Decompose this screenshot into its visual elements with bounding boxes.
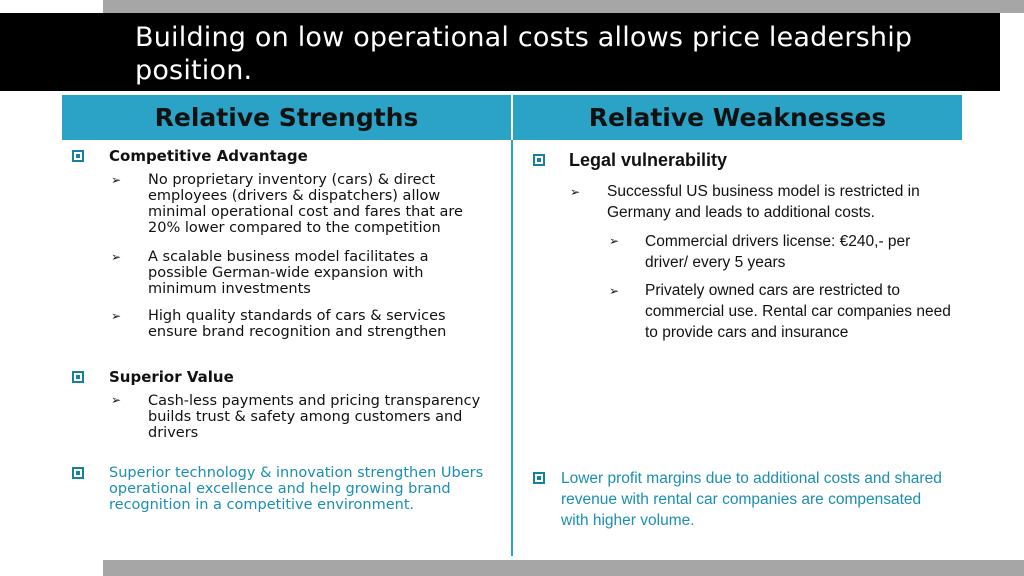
strength-heading-superior-value: Superior Value <box>109 368 234 386</box>
slide-title: Building on low operational costs allows… <box>135 22 913 86</box>
strength-item: Cash-less payments and pricing transpare… <box>148 393 481 441</box>
arrow-bullet-icon: ➢ <box>609 234 620 248</box>
title-box <box>0 13 1000 91</box>
arrow-bullet-icon: ➢ <box>111 250 122 264</box>
header-relative-strengths: Relative Strengths <box>62 95 511 140</box>
top-bar <box>103 0 1024 13</box>
weakness-sub-item: Privately owned cars are restricted to c… <box>645 282 951 341</box>
square-bullet-icon <box>533 154 545 166</box>
weakness-sub-item: Commercial drivers license: €240,- per d… <box>645 233 911 271</box>
bottom-bar <box>103 560 1024 576</box>
arrow-bullet-icon: ➢ <box>111 309 122 323</box>
square-bullet-icon <box>72 467 84 479</box>
header-relative-weaknesses: Relative Weaknesses <box>513 95 962 140</box>
column-divider <box>511 140 513 556</box>
square-bullet-icon <box>533 472 545 484</box>
arrow-bullet-icon: ➢ <box>111 393 122 407</box>
strength-heading-competitive-advantage: Competitive Advantage <box>109 147 308 165</box>
strength-item: A scalable business model facilitates a … <box>148 249 429 297</box>
weakness-heading-legal-vulnerability: Legal vulnerability <box>569 150 728 170</box>
weakness-item: Successful US business model is restrict… <box>607 183 920 221</box>
arrow-bullet-icon: ➢ <box>570 185 581 199</box>
strength-technology-text: Superior technology & innovation strengt… <box>109 465 484 513</box>
arrow-bullet-icon: ➢ <box>111 173 122 187</box>
weakness-profit-margins-text: Lower profit margins due to additional c… <box>561 470 942 529</box>
strength-item: No proprietary inventory (cars) & direct… <box>148 172 463 236</box>
arrow-bullet-icon: ➢ <box>609 284 620 298</box>
strength-item: High quality standards of cars & service… <box>148 308 447 340</box>
square-bullet-icon <box>72 371 84 383</box>
square-bullet-icon <box>72 150 84 162</box>
